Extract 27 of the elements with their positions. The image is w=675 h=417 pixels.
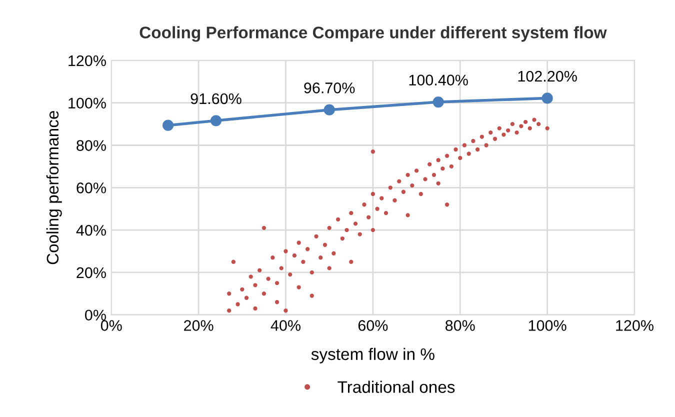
data-label: 96.70%	[304, 82, 355, 94]
y-tick-label: 0%	[85, 310, 106, 321]
data-label: 102.20%	[518, 70, 577, 82]
x-tick-label: 100%	[528, 320, 566, 331]
legend-label: Traditional ones	[338, 380, 455, 393]
data-label: 100.40%	[409, 74, 468, 86]
y-tick-label: 20%	[76, 267, 106, 278]
y-tick-label: 100%	[68, 98, 106, 109]
data-label: 91.60%	[190, 93, 242, 104]
x-tick-label: 60%	[358, 320, 388, 331]
x-tick-label: 40%	[270, 320, 300, 331]
y-tick-label: 120%	[68, 55, 106, 66]
y-axis-title: Cooling performance	[46, 111, 62, 264]
y-tick-label: 80%	[76, 140, 106, 151]
y-tick-label: 40%	[76, 224, 106, 236]
x-tick-label: 20%	[184, 320, 214, 331]
x-tick-label: 0%	[100, 320, 122, 331]
point	[162, 120, 174, 131]
x-axis-title: system flow in %	[311, 348, 434, 364]
point	[210, 115, 222, 126]
x-tick-label: 120%	[616, 320, 654, 331]
x-tick-label: 80%	[446, 320, 475, 331]
chart-title: Cooling Performance Compare under different system flow	[140, 26, 607, 42]
point	[432, 96, 444, 108]
point	[542, 92, 553, 104]
y-tick-label: 60%	[76, 182, 106, 194]
point	[324, 104, 335, 116]
